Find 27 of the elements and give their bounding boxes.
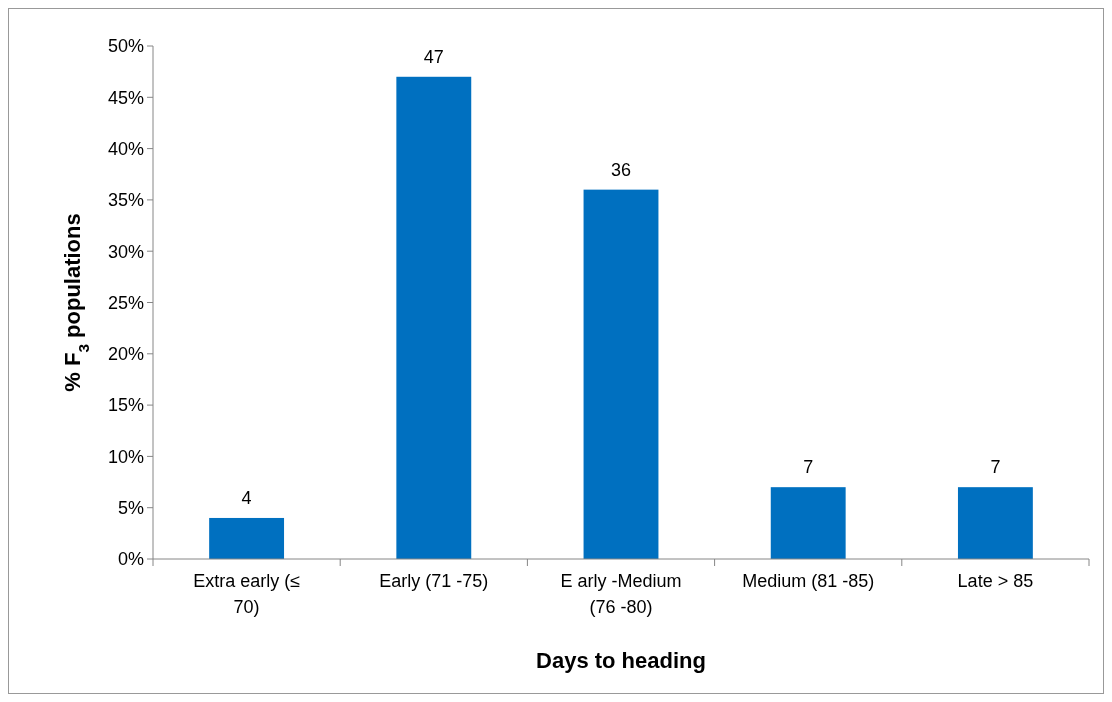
data-label: 47 (423, 46, 444, 67)
data-label: 36 (610, 159, 632, 180)
x-axis-title: Days to heading (536, 648, 706, 673)
x-tick-label: Early (71 -75) (379, 571, 489, 591)
x-tick-label: E arly -Medium (76 -80) (560, 571, 682, 617)
y-tick-label: 20% (107, 344, 144, 365)
x-tick-label: Late > 85 (957, 571, 1034, 591)
y-tick-label: 50% (107, 36, 144, 57)
data-label: 7 (990, 457, 1001, 478)
y-tick-label: 35% (107, 190, 144, 211)
y-tick-label: 25% (107, 292, 144, 313)
y-tick-label: 15% (107, 395, 144, 416)
y-tick-label: 30% (107, 241, 144, 262)
y-tick-label: 45% (107, 87, 144, 108)
y-tick-label: 40% (107, 138, 144, 159)
y-tick-label: 10% (107, 446, 144, 467)
y-tick-label: 5% (117, 498, 144, 518)
bar (583, 189, 659, 559)
bar (209, 517, 285, 559)
x-tick-label: Medium (81 -85) (742, 571, 875, 591)
data-label: 7 (803, 457, 814, 478)
bar (396, 76, 472, 559)
x-tick-label: Extra early (≤ 70) (193, 571, 301, 617)
y-tick-label: 0% (117, 549, 144, 570)
bar (957, 487, 1033, 559)
data-label: 4 (241, 487, 252, 508)
bar (770, 487, 846, 559)
